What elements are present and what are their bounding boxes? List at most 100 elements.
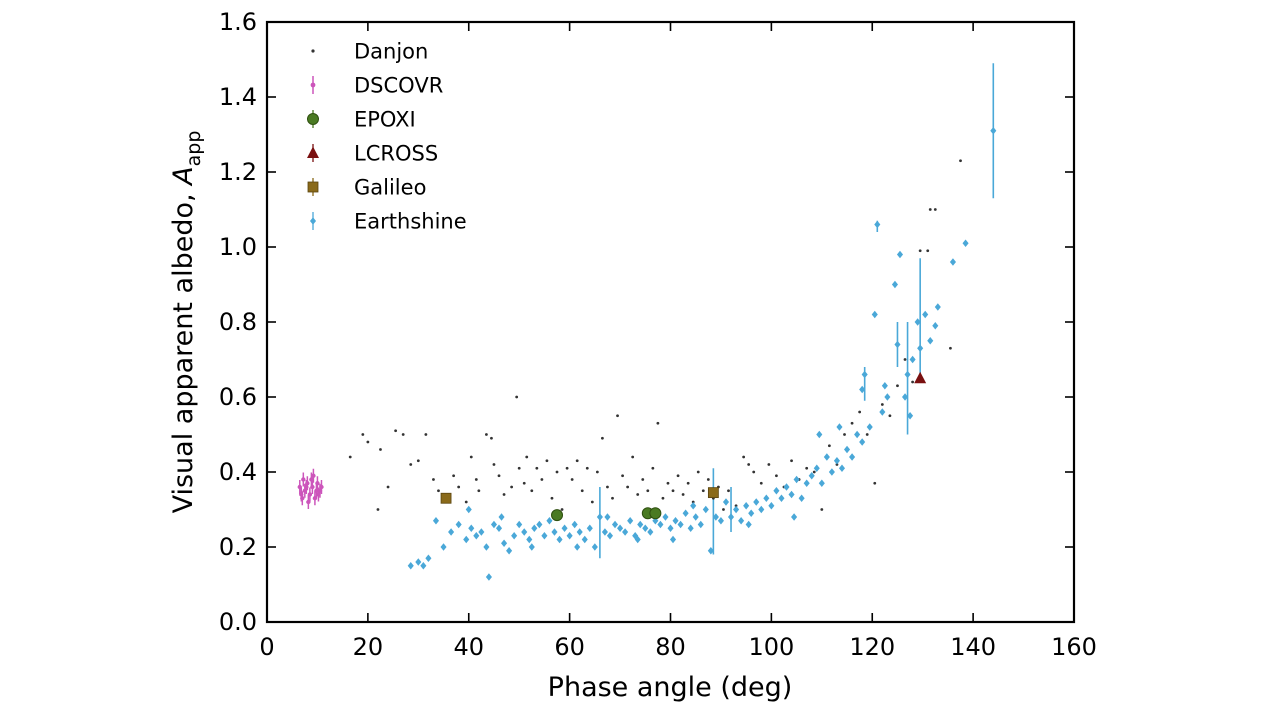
danjon-point bbox=[641, 478, 645, 481]
earthshine-point bbox=[922, 310, 929, 319]
earthshine-point bbox=[768, 501, 775, 510]
earthshine-point bbox=[859, 385, 866, 394]
earthshine-point bbox=[773, 486, 780, 495]
legend-marker-epoxi bbox=[307, 113, 319, 125]
earthshine-point bbox=[748, 509, 755, 518]
galileo-point bbox=[707, 487, 719, 499]
earthshine-point bbox=[556, 535, 563, 544]
dscovr-point bbox=[304, 484, 309, 490]
earthshine-point bbox=[627, 516, 634, 525]
earthshine-point bbox=[818, 479, 825, 488]
earthshine-point bbox=[778, 494, 785, 503]
danjon-point bbox=[590, 500, 594, 504]
earthshine-point bbox=[463, 535, 470, 544]
earthshine-point bbox=[738, 516, 745, 525]
danjon-point bbox=[858, 410, 862, 414]
earthshine-point bbox=[838, 464, 846, 473]
danjon-point bbox=[752, 470, 756, 474]
earthshine-point bbox=[891, 280, 898, 289]
earthshine-point bbox=[634, 535, 641, 544]
earthshine-point bbox=[843, 445, 851, 454]
danjon-point bbox=[651, 466, 655, 470]
danjon-point bbox=[517, 466, 521, 470]
earthshine-point bbox=[990, 126, 997, 135]
earthshine-point bbox=[866, 423, 873, 431]
y-axis-label-subscript: app bbox=[183, 131, 205, 167]
danjon-point bbox=[827, 444, 831, 448]
earthshine-point bbox=[561, 524, 568, 533]
earthshine-point bbox=[733, 505, 740, 514]
earthshine-point bbox=[881, 381, 888, 390]
danjon-point bbox=[376, 508, 380, 511]
earthshine-point bbox=[531, 524, 538, 533]
danjon-point bbox=[742, 455, 746, 459]
danjon-point bbox=[747, 463, 751, 466]
earthshine-point bbox=[717, 516, 724, 525]
legend-marker-danjon bbox=[311, 49, 315, 53]
danjon-point bbox=[560, 508, 564, 511]
earthshine-point bbox=[541, 531, 548, 540]
y-tick-label: 0.0 bbox=[219, 608, 257, 636]
earthshine-point bbox=[901, 393, 909, 401]
earthshine-point bbox=[425, 554, 432, 563]
danjon-point bbox=[510, 485, 514, 489]
danjon-point bbox=[606, 485, 609, 489]
earthshine-point bbox=[571, 520, 578, 529]
danjon-point bbox=[497, 474, 501, 478]
y-tick-label: 0.6 bbox=[219, 383, 257, 411]
earthshine-point bbox=[687, 524, 694, 533]
legend: Danjon DSCOVR EPOXI LCROSS Galileo Earthshine bbox=[307, 40, 467, 234]
y-tick-label: 1.6 bbox=[219, 8, 257, 36]
danjon-point bbox=[949, 346, 952, 350]
earthshine-point bbox=[490, 520, 498, 529]
danjon-point bbox=[469, 455, 473, 459]
earthshine-point bbox=[420, 561, 427, 570]
earthshine-point bbox=[465, 505, 472, 514]
earthshine-point bbox=[707, 546, 714, 555]
dscovr-point bbox=[309, 477, 314, 482]
dscovr-point bbox=[314, 488, 319, 493]
danjon-point bbox=[616, 414, 619, 418]
danjon-point bbox=[515, 395, 519, 399]
earthshine-point bbox=[657, 520, 664, 529]
x-tick-label: 120 bbox=[849, 633, 895, 661]
earthshine-point bbox=[833, 456, 840, 465]
danjon-point bbox=[666, 481, 670, 485]
earthshine-point bbox=[763, 494, 770, 503]
earthshine-point bbox=[498, 513, 505, 521]
epoxi-point bbox=[551, 509, 564, 522]
earthshine-point bbox=[690, 501, 697, 510]
earthshine-point bbox=[596, 513, 603, 521]
earthshine-point bbox=[907, 411, 914, 420]
legend-marker-lcross bbox=[307, 146, 319, 158]
x-tick-label: 140 bbox=[950, 633, 996, 661]
earthshine-point bbox=[791, 513, 798, 521]
earthshine-point bbox=[871, 310, 878, 319]
earthshine-point bbox=[468, 524, 475, 533]
earthshine-point bbox=[551, 528, 558, 536]
earthshine-point bbox=[483, 543, 490, 551]
danjon-point bbox=[477, 489, 481, 493]
danjon-point bbox=[656, 421, 660, 425]
y-axis-label-main: Visual apparent albedo, bbox=[168, 185, 199, 514]
earthshine-point bbox=[501, 539, 508, 548]
danjon-point bbox=[686, 481, 690, 485]
danjon-point bbox=[626, 485, 630, 489]
earthshine-point bbox=[478, 528, 485, 536]
danjon-point bbox=[570, 478, 574, 481]
dscovr-point bbox=[299, 492, 304, 497]
danjon-point bbox=[585, 466, 589, 470]
earthshine-point bbox=[415, 558, 422, 566]
earthshine-point bbox=[667, 524, 674, 533]
danjon-point bbox=[555, 470, 559, 474]
x-axis-label: Phase angle (deg) bbox=[548, 672, 793, 703]
earthshine-point bbox=[712, 513, 719, 521]
earthshine-point bbox=[828, 468, 835, 476]
y-axis-label: Visual apparent albedo, Aapp bbox=[168, 131, 205, 514]
earthshine-point bbox=[586, 524, 593, 533]
danjon-point bbox=[896, 384, 899, 388]
earthshine-point bbox=[798, 494, 805, 503]
earthshine-point bbox=[511, 531, 518, 540]
earthshine-point bbox=[745, 520, 752, 529]
danjon-point bbox=[722, 508, 725, 511]
